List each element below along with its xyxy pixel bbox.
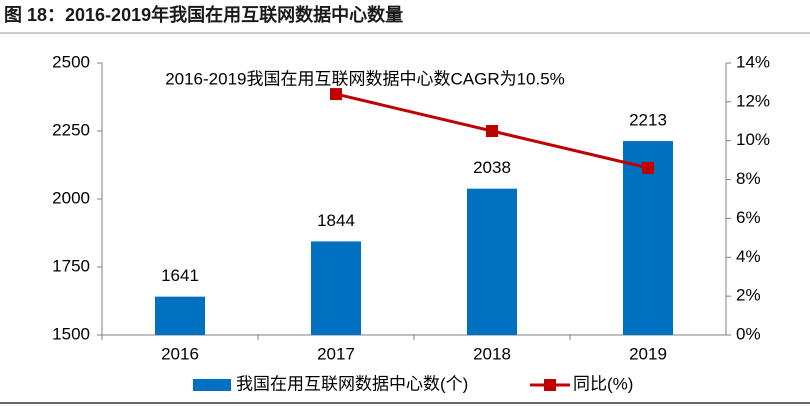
line-marker <box>486 125 498 137</box>
y2-tick-label: 4% <box>736 247 761 266</box>
annotation: 2016-2019我国在用互联网数据中心数CAGR为10.5% <box>165 69 565 88</box>
legend-swatch <box>193 379 231 391</box>
legend-swatch-marker <box>544 379 556 391</box>
x-tick-label: 2018 <box>473 344 511 363</box>
y2-tick-label: 2% <box>736 286 761 305</box>
legend-label: 同比(%) <box>573 374 633 393</box>
line-marker <box>330 88 342 101</box>
y-tick-label: 1500 <box>52 324 90 343</box>
y-tick-label: 1750 <box>52 256 90 275</box>
y-tick-label: 2000 <box>52 188 90 207</box>
y-tick-label: 2500 <box>52 52 90 71</box>
bar <box>155 296 205 335</box>
data-label: 2213 <box>629 111 667 130</box>
line-marker <box>642 161 654 174</box>
bar <box>467 188 517 335</box>
x-tick-label: 2017 <box>317 344 355 363</box>
y2-tick-label: 14% <box>736 52 770 71</box>
y2-tick-label: 0% <box>736 324 761 343</box>
data-label: 1641 <box>161 266 199 285</box>
x-tick-label: 2016 <box>161 344 199 363</box>
y-tick-label: 2250 <box>52 120 90 139</box>
data-label: 2038 <box>473 158 511 177</box>
chart-title: 图 18：2016-2019年我国在用互联网数据中心数量 <box>4 4 403 25</box>
y2-tick-label: 8% <box>736 169 761 188</box>
x-tick-label: 2019 <box>629 344 667 363</box>
y2-tick-label: 6% <box>736 208 761 227</box>
bar <box>311 241 361 335</box>
y2-tick-label: 12% <box>736 91 770 110</box>
data-label: 1844 <box>317 211 355 230</box>
legend-label: 我国在用互联网数据中心数(个) <box>236 374 468 393</box>
y2-tick-label: 10% <box>736 130 770 149</box>
